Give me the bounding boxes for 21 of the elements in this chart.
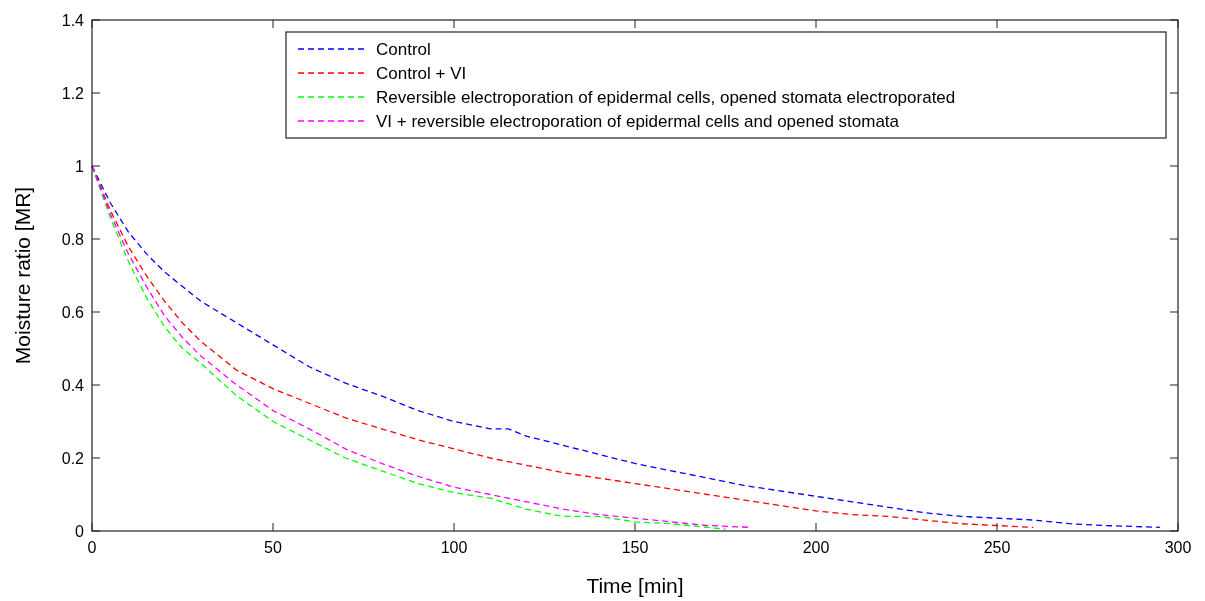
y-tick-label: 0.2 bbox=[61, 450, 85, 467]
legend-label: Control + VI bbox=[376, 64, 467, 83]
y-tick-label: 1 bbox=[75, 158, 85, 175]
legend-label: Control bbox=[376, 40, 431, 59]
y-tick-label: 1.4 bbox=[61, 12, 85, 29]
y-tick-label: 0.4 bbox=[61, 377, 85, 394]
y-tick-label: 0.8 bbox=[61, 231, 85, 248]
x-tick-label: 100 bbox=[440, 539, 468, 556]
y-tick-label: 0.6 bbox=[61, 304, 85, 321]
y-tick-label: 0 bbox=[75, 523, 85, 540]
y-axis-title: Moisture ratio [MR] bbox=[11, 186, 34, 365]
x-tick-label: 200 bbox=[802, 539, 830, 556]
x-tick-label: 250 bbox=[983, 539, 1011, 556]
y-tick-label: 1.2 bbox=[61, 85, 85, 102]
x-tick-label: 300 bbox=[1164, 539, 1192, 556]
x-tick-label: 150 bbox=[621, 539, 649, 556]
x-tick-label: 50 bbox=[264, 539, 282, 556]
x-tick-label: 0 bbox=[87, 539, 97, 556]
legend-label: VI + reversible electroporation of epidermal cells and opened stomata bbox=[376, 112, 900, 131]
legend-label: Reversible electroporation of epidermal cells, opened stomata electroporated bbox=[376, 88, 956, 107]
x-axis-title: Time [min] bbox=[586, 574, 684, 597]
